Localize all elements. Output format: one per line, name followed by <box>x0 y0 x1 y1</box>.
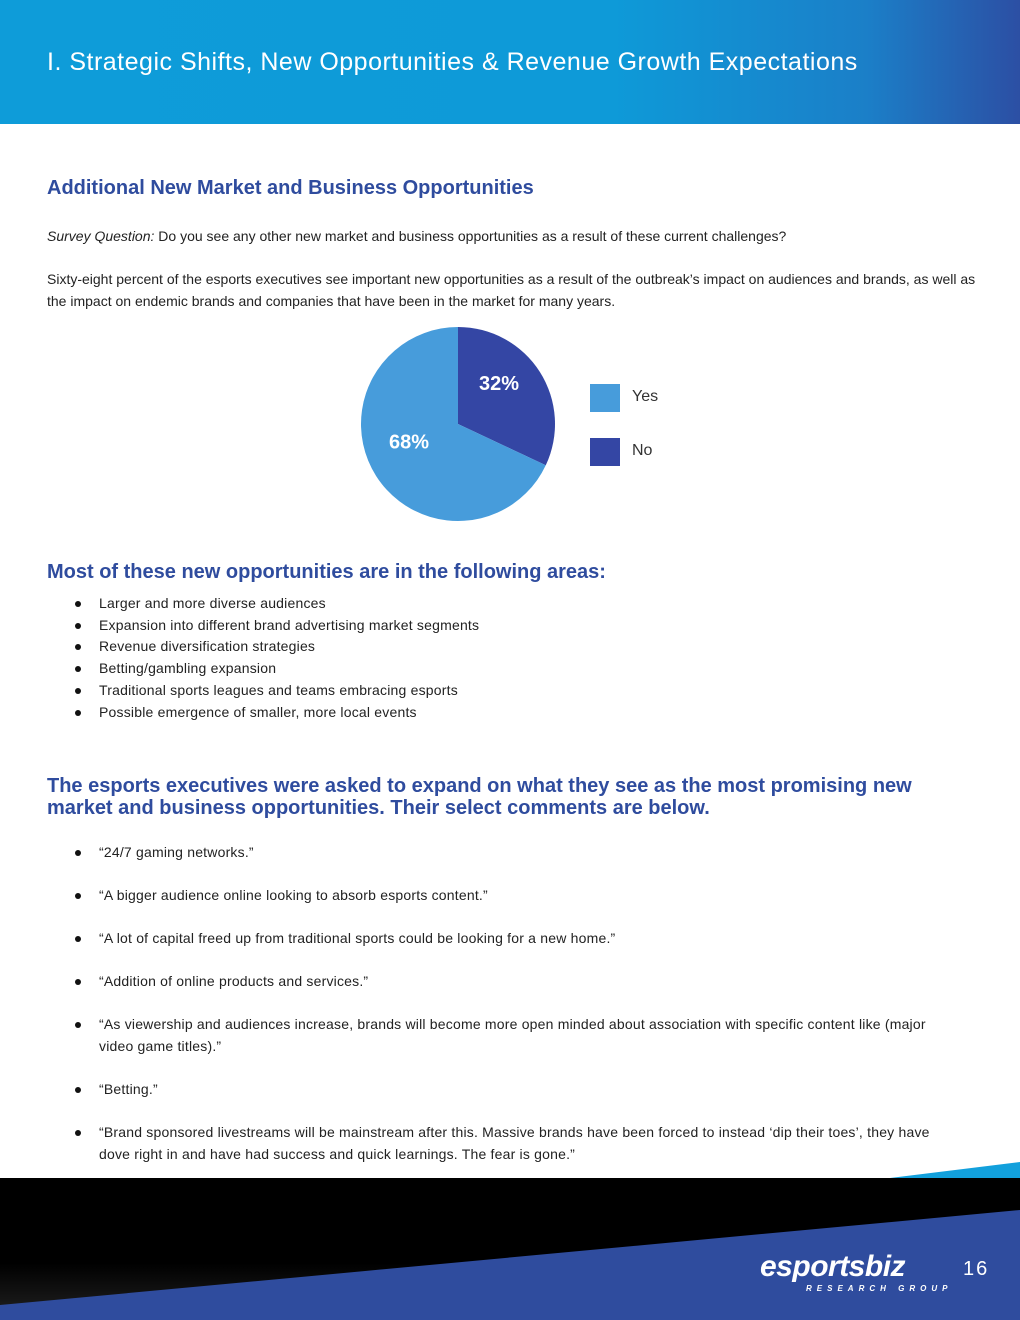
quote-list: “24/7 gaming networks.” “A bigger audien… <box>75 842 935 1187</box>
section-heading: Most of these new opportunities are in t… <box>47 561 606 583</box>
list-item: “A lot of capital freed up from traditio… <box>75 928 935 950</box>
legend-swatch-yes <box>590 384 620 412</box>
opportunity-list: Larger and more diverse audiences Expans… <box>75 593 479 723</box>
list-item: “24/7 gaming networks.” <box>75 842 935 864</box>
question-text: Do you see any other new market and busi… <box>158 228 787 244</box>
logo-subtext: RESEARCH GROUP <box>806 1284 953 1293</box>
legend-label: No <box>632 442 653 459</box>
data-label-yes: 68% <box>389 431 429 453</box>
esportsbiz-logo: esportsbiz RESEARCH GROUP <box>760 1250 947 1296</box>
list-item: “Addition of online products and service… <box>75 971 935 993</box>
list-item: “Brand sponsored livestreams will be mai… <box>75 1122 935 1165</box>
legend-label: Yes <box>632 388 659 405</box>
pie-slice-yes <box>361 327 546 521</box>
list-item: Possible emergence of smaller, more loca… <box>75 702 479 724</box>
pie-chart: 32% 68% <box>361 327 555 521</box>
list-item: Betting/gambling expansion <box>75 658 479 680</box>
list-item: Expansion into different brand advertisi… <box>75 615 479 637</box>
section-heading: Additional New Market and Business Oppor… <box>47 177 534 199</box>
question-label: Survey Question: <box>47 228 155 244</box>
pie-slice-no <box>458 327 555 466</box>
list-item: “As viewership and audiences increase, b… <box>75 1014 935 1057</box>
list-item: “Betting.” <box>75 1079 935 1101</box>
survey-question: Survey Question: Do you see any other ne… <box>47 225 987 247</box>
header-banner: I. Strategic Shifts, New Opportunities &… <box>0 0 1020 124</box>
body-paragraph: Sixty-eight percent of the esports execu… <box>47 271 976 309</box>
section-title: I. Strategic Shifts, New Opportunities &… <box>47 48 858 76</box>
page-number: 16 <box>963 1258 990 1280</box>
legend-swatch-no <box>590 438 620 466</box>
list-item: Traditional sports leagues and teams emb… <box>75 680 479 702</box>
footer-graphic <box>0 1162 1020 1320</box>
data-label-no: 32% <box>479 373 519 395</box>
list-item: Larger and more diverse audiences <box>75 593 479 615</box>
logo-text: esportsbiz <box>760 1250 906 1283</box>
list-item: Revenue diversification strategies <box>75 636 479 658</box>
list-item: “A bigger audience online looking to abs… <box>75 885 935 907</box>
section-heading: The esports executives were asked to exp… <box>47 775 912 819</box>
